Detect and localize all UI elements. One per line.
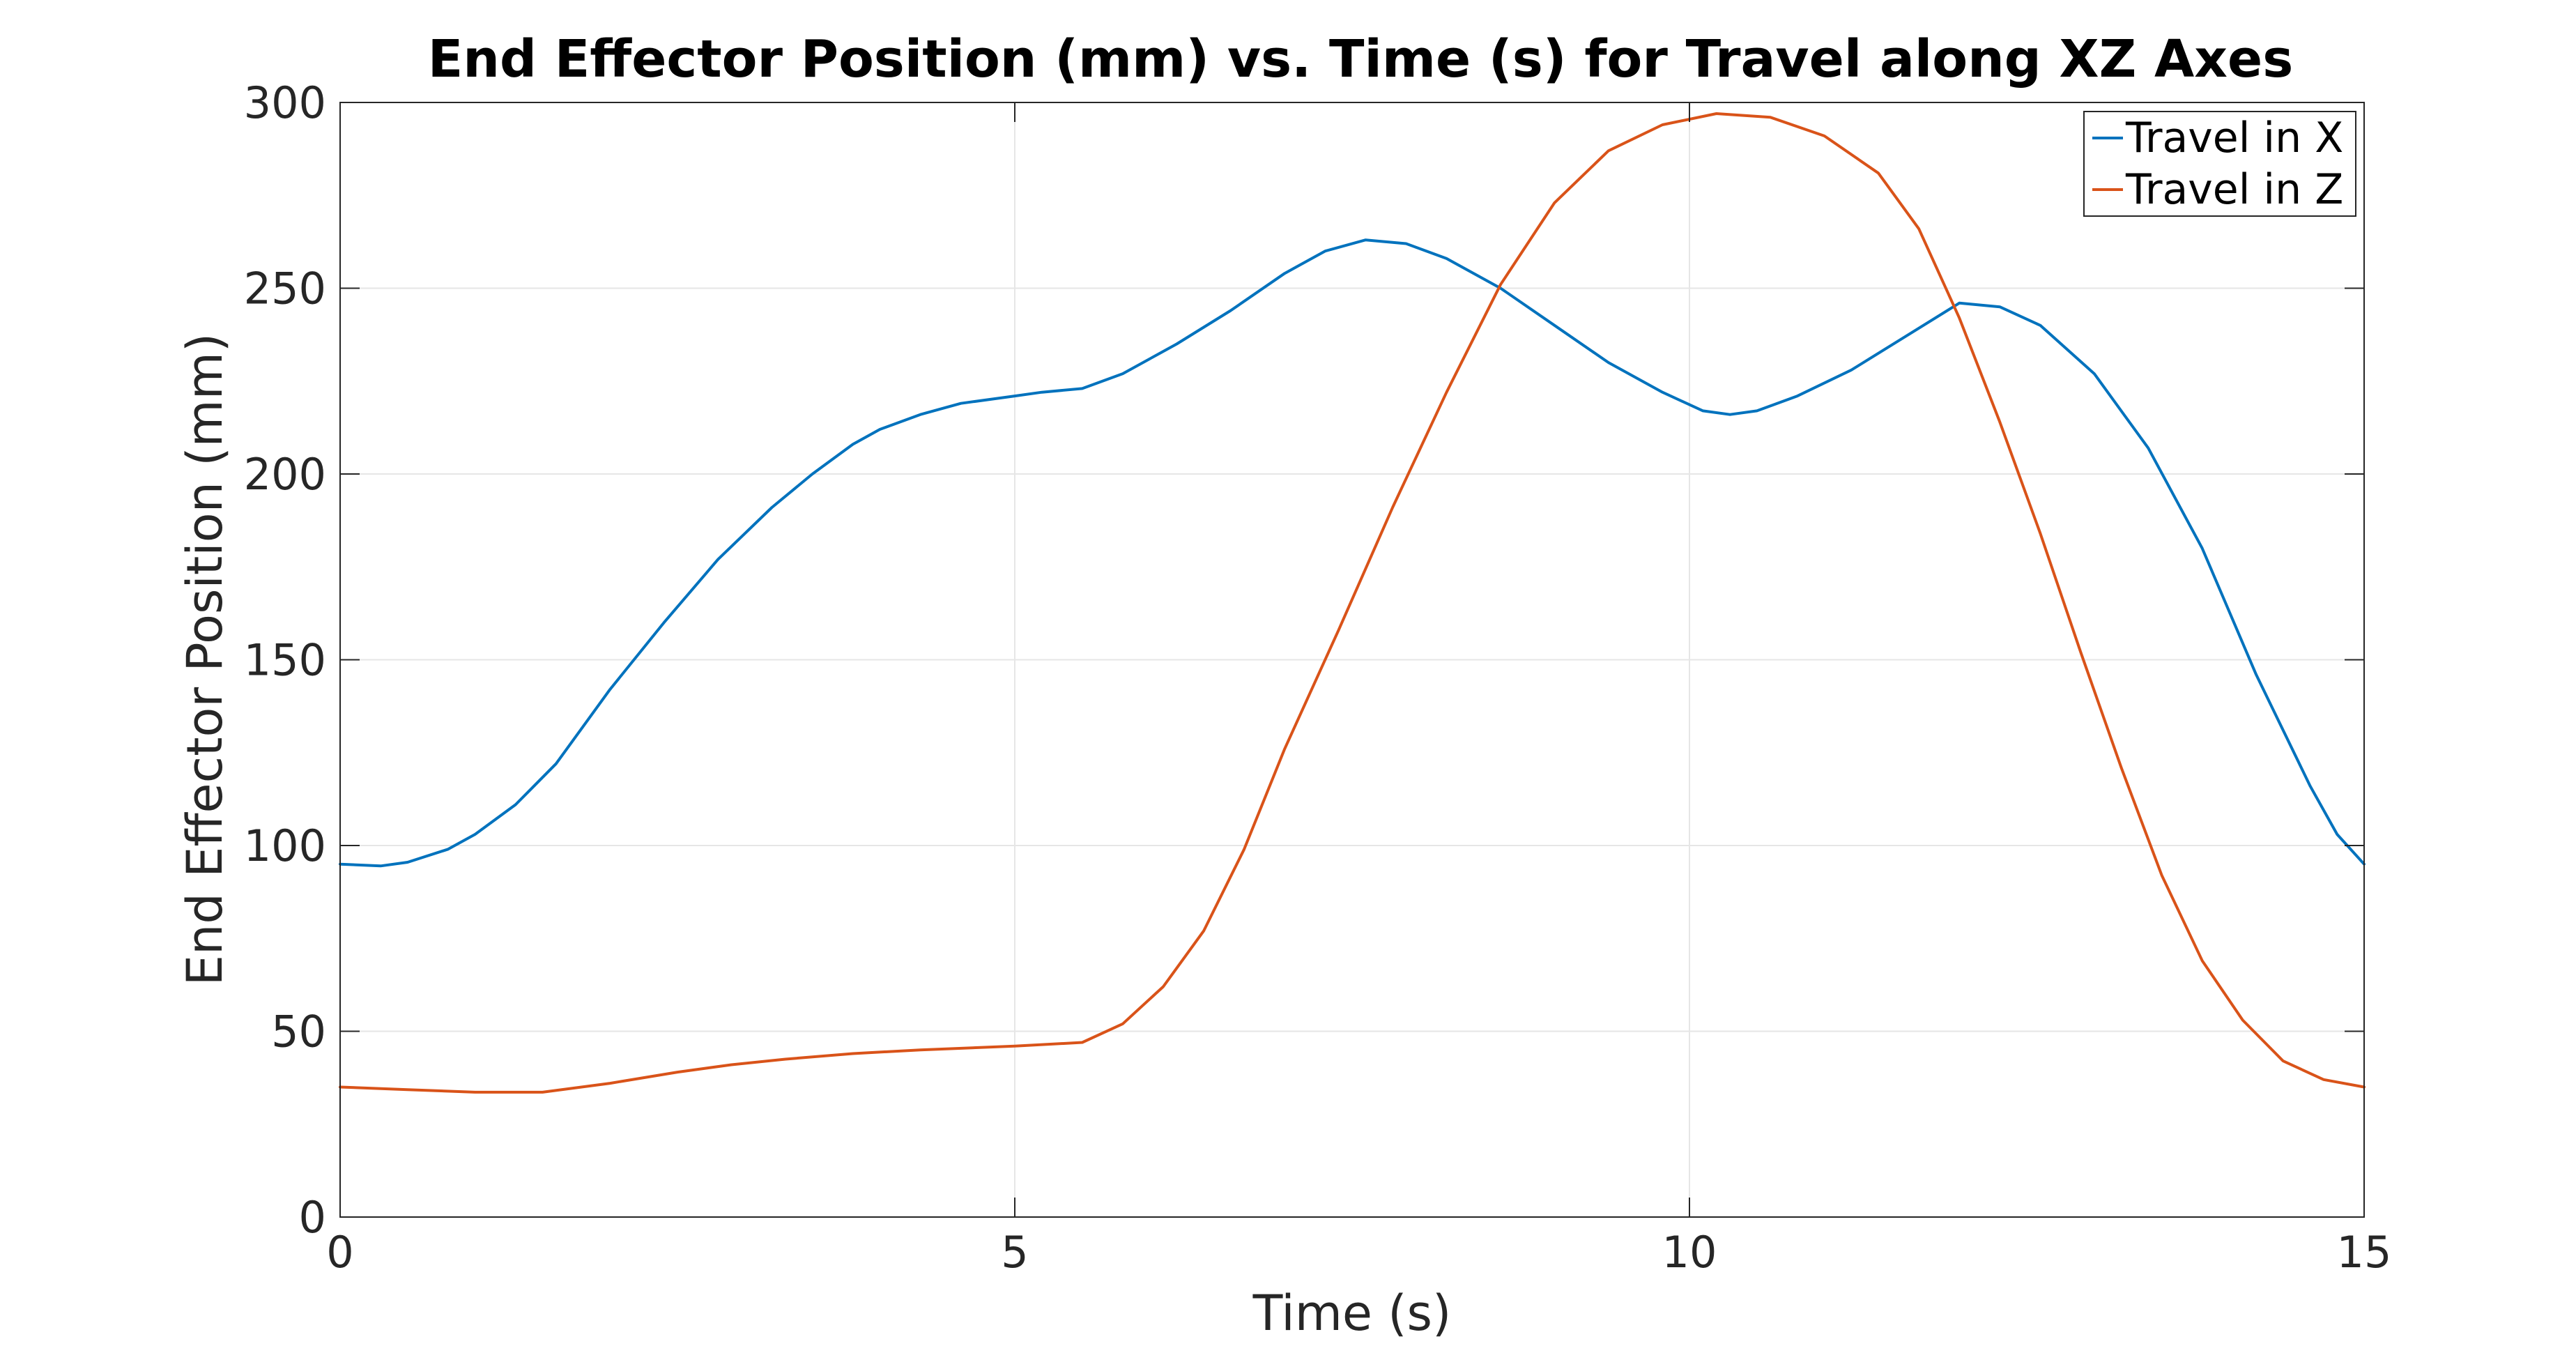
legend-label-travel-in-z: Travel in Z: [2125, 165, 2343, 214]
x-tick-label: 10: [1662, 1227, 1717, 1278]
series-line-travel-in-x: [339, 238, 2366, 868]
axes: [339, 102, 2365, 1218]
series-lines: [339, 112, 2366, 1094]
y-tick-label: 150: [244, 635, 326, 686]
chart-title: End Effector Position (mm) vs. Time (s) …: [428, 29, 2294, 89]
y-tick-label: 100: [244, 820, 326, 871]
x-tick-label: 5: [1001, 1227, 1028, 1278]
y-tick-label: 50: [271, 1007, 326, 1057]
y-tick-label: 250: [244, 263, 326, 314]
axes-box: [339, 102, 2365, 1218]
y-tick-label: 0: [299, 1192, 326, 1243]
series-line-travel-in-z: [339, 112, 2366, 1094]
legend: Travel in X Travel in Z: [2083, 111, 2356, 217]
x-tick-label: 0: [326, 1227, 353, 1278]
legend-label-travel-in-x: Travel in X: [2125, 114, 2343, 162]
y-tick-label: 300: [244, 77, 326, 128]
y-axis-label: End Effector Position (mm): [176, 333, 233, 986]
x-axis-label: Time (s): [1252, 1285, 1452, 1342]
y-tick-label: 200: [244, 449, 326, 500]
legend-box: [2083, 111, 2356, 217]
x-tick-label: 15: [2337, 1227, 2392, 1278]
grid: [340, 102, 2364, 1217]
